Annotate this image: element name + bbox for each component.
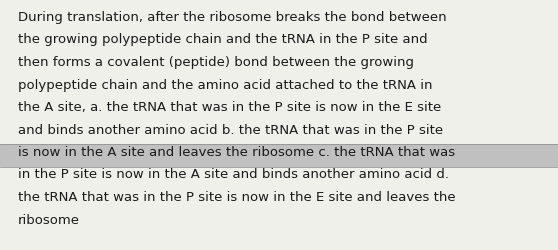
Text: in the P site is now in the A site and binds another amino acid d.: in the P site is now in the A site and b… [18, 168, 449, 181]
Text: then forms a covalent (peptide) bond between the growing: then forms a covalent (peptide) bond bet… [18, 56, 414, 69]
Text: polypeptide chain and the amino acid attached to the tRNA in: polypeptide chain and the amino acid att… [18, 78, 432, 91]
Text: the growing polypeptide chain and the tRNA in the P site and: the growing polypeptide chain and the tR… [18, 33, 427, 46]
Text: the A site, a. the tRNA that was in the P site is now in the E site: the A site, a. the tRNA that was in the … [18, 100, 441, 114]
Bar [0, 144, 558, 167]
Text: the tRNA that was in the P site is now in the E site and leaves the: the tRNA that was in the P site is now i… [18, 190, 456, 203]
Text: is now in the A site and leaves the ribosome c. the tRNA that was: is now in the A site and leaves the ribo… [18, 146, 455, 158]
Text: During translation, after the ribosome breaks the bond between: During translation, after the ribosome b… [18, 11, 446, 24]
Text: and binds another amino acid b. the tRNA that was in the P site: and binds another amino acid b. the tRNA… [18, 123, 443, 136]
Text: ribosome: ribosome [18, 213, 80, 226]
